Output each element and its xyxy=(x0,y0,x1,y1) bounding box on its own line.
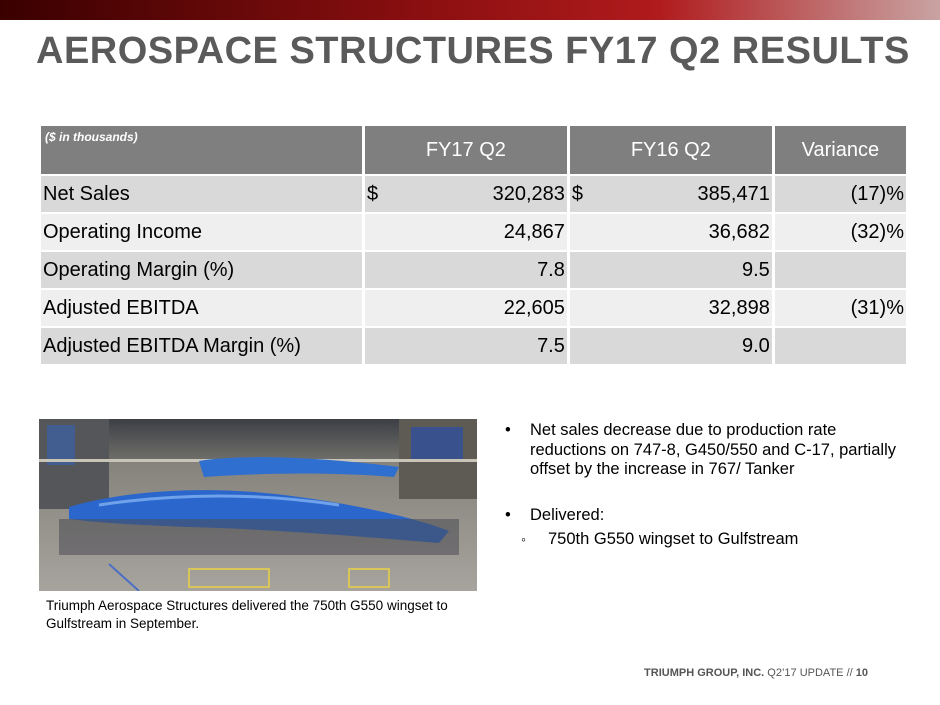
fy16-value: 36,682 xyxy=(708,220,770,243)
slide-title: AEROSPACE STRUCTURES FY17 Q2 RESULTS xyxy=(36,30,910,72)
fy16-cell: 36,682 xyxy=(569,214,772,250)
footer-update: Q2’17 UPDATE // xyxy=(767,667,853,679)
fy17-value: 24,867 xyxy=(503,220,565,243)
results-table: ($ in thousands) FY17 Q2 FY16 Q2 Varianc… xyxy=(38,124,909,366)
currency-symbol: $ xyxy=(571,182,583,205)
factory-photo-illustration xyxy=(39,419,477,591)
bullet-marker-icon: • xyxy=(505,505,511,524)
header-fy16: FY16 Q2 xyxy=(569,126,772,174)
fy17-cell: $320,283 xyxy=(364,176,567,212)
fy16-value: 32,898 xyxy=(708,296,770,319)
page-number: 10 xyxy=(855,667,868,679)
currency-symbol: $ xyxy=(366,182,379,205)
fy16-cell: 9.0 xyxy=(569,328,772,364)
footer-company: TRIUMPH GROUP, INC. xyxy=(644,667,765,679)
bullet-text: Delivered: xyxy=(530,505,605,524)
row-label: Operating Income xyxy=(41,214,362,250)
fy16-cell: 32,898 xyxy=(569,290,772,326)
bullet-item: • Delivered: ◦ 750th G550 wingset to Gul… xyxy=(505,506,905,550)
fy16-value: 385,471 xyxy=(697,182,770,205)
bullet-text: Net sales decrease due to production rat… xyxy=(530,421,896,478)
table-row: Operating Margin (%) 7.8 9.5 xyxy=(41,252,906,288)
bullet-marker-icon: • xyxy=(505,421,511,439)
sub-bullet-marker-icon: ◦ xyxy=(521,531,526,547)
table-row: Adjusted EBITDA Margin (%) 7.5 9.0 xyxy=(41,328,906,364)
variance-value xyxy=(774,328,906,364)
fy17-cell: 24,867 xyxy=(364,214,567,250)
fy17-cell: 7.5 xyxy=(364,328,567,364)
fy17-value: 320,283 xyxy=(492,182,565,205)
header-variance: Variance xyxy=(774,126,906,174)
row-label: Net Sales xyxy=(41,176,362,212)
variance-value: (32)% xyxy=(774,214,906,250)
fy17-cell: 22,605 xyxy=(364,290,567,326)
fy17-cell: 7.8 xyxy=(364,252,567,288)
sub-bullet-text: 750th G550 wingset to Gulfstream xyxy=(548,530,799,548)
row-label: Operating Margin (%) xyxy=(41,252,362,288)
row-label: Adjusted EBITDA Margin (%) xyxy=(41,328,362,364)
table-row: Operating Income 24,867 36,682 (32)% xyxy=(41,214,906,250)
bullet-list: • Net sales decrease due to production r… xyxy=(505,421,905,576)
sub-bullet-item: ◦ 750th G550 wingset to Gulfstream xyxy=(521,530,905,550)
bullet-item: • Net sales decrease due to production r… xyxy=(505,421,905,480)
fy16-cell: 9.5 xyxy=(569,252,772,288)
fy17-value: 7.5 xyxy=(537,334,565,357)
row-label: Adjusted EBITDA xyxy=(41,290,362,326)
fy16-value: 9.5 xyxy=(742,258,770,281)
variance-value: (31)% xyxy=(774,290,906,326)
photo-caption: Triumph Aerospace Structures delivered t… xyxy=(46,598,448,631)
factory-photo xyxy=(39,419,477,591)
table-row: Net Sales $320,283 $385,471 (17)% xyxy=(41,176,906,212)
table-header-row: ($ in thousands) FY17 Q2 FY16 Q2 Varianc… xyxy=(41,126,906,174)
table-row: Adjusted EBITDA 22,605 32,898 (31)% xyxy=(41,290,906,326)
fy17-value: 7.8 xyxy=(537,258,565,281)
fy16-value: 9.0 xyxy=(742,334,770,357)
fy16-cell: $385,471 xyxy=(569,176,772,212)
slide-footer: TRIUMPH GROUP, INC. Q2’17 UPDATE // 10 xyxy=(644,667,868,679)
fy17-value: 22,605 xyxy=(503,296,565,319)
top-accent-bar xyxy=(0,0,940,20)
unit-note: ($ in thousands) xyxy=(41,126,362,174)
header-fy17: FY17 Q2 xyxy=(364,126,567,174)
variance-value xyxy=(774,252,906,288)
variance-value: (17)% xyxy=(774,176,906,212)
